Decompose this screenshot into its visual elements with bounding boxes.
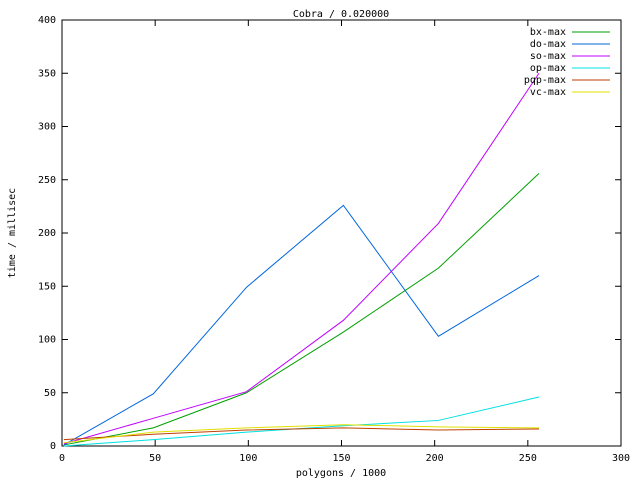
- x-tick-label: 200: [426, 453, 444, 464]
- legend-label: pqp-max: [524, 75, 566, 86]
- y-tick-label: 150: [38, 281, 56, 292]
- y-tick-label: 300: [38, 122, 56, 133]
- legend-label: do-max: [530, 39, 566, 50]
- y-tick-label: 0: [50, 441, 56, 452]
- x-tick-label: 300: [612, 453, 630, 464]
- y-tick-label: 400: [38, 15, 56, 26]
- series-line: [63, 427, 540, 441]
- y-tick-label: 350: [38, 68, 56, 79]
- series-line: [63, 172, 540, 446]
- chart-title: Cobra / 0.020000: [293, 9, 389, 20]
- x-axis-label: polygons / 1000: [296, 468, 386, 479]
- y-tick-label: 50: [44, 388, 56, 399]
- y-tick-label: 250: [38, 175, 56, 186]
- legend-label: vc-max: [530, 87, 566, 98]
- legend-label: so-max: [530, 51, 566, 62]
- legend-label: op-max: [530, 63, 566, 74]
- x-tick-label: 150: [332, 453, 350, 464]
- x-tick-label: 0: [59, 453, 65, 464]
- y-tick-label: 100: [38, 335, 56, 346]
- series-line: [63, 424, 540, 444]
- series-line: [63, 204, 540, 446]
- x-tick-label: 50: [149, 453, 161, 464]
- x-tick-label: 100: [239, 453, 257, 464]
- y-axis-label: time / millisec: [7, 188, 18, 278]
- series-line: [63, 72, 540, 445]
- y-tick-label: 200: [38, 228, 56, 239]
- legend-label: bx-max: [530, 27, 566, 38]
- x-tick-label: 250: [519, 453, 537, 464]
